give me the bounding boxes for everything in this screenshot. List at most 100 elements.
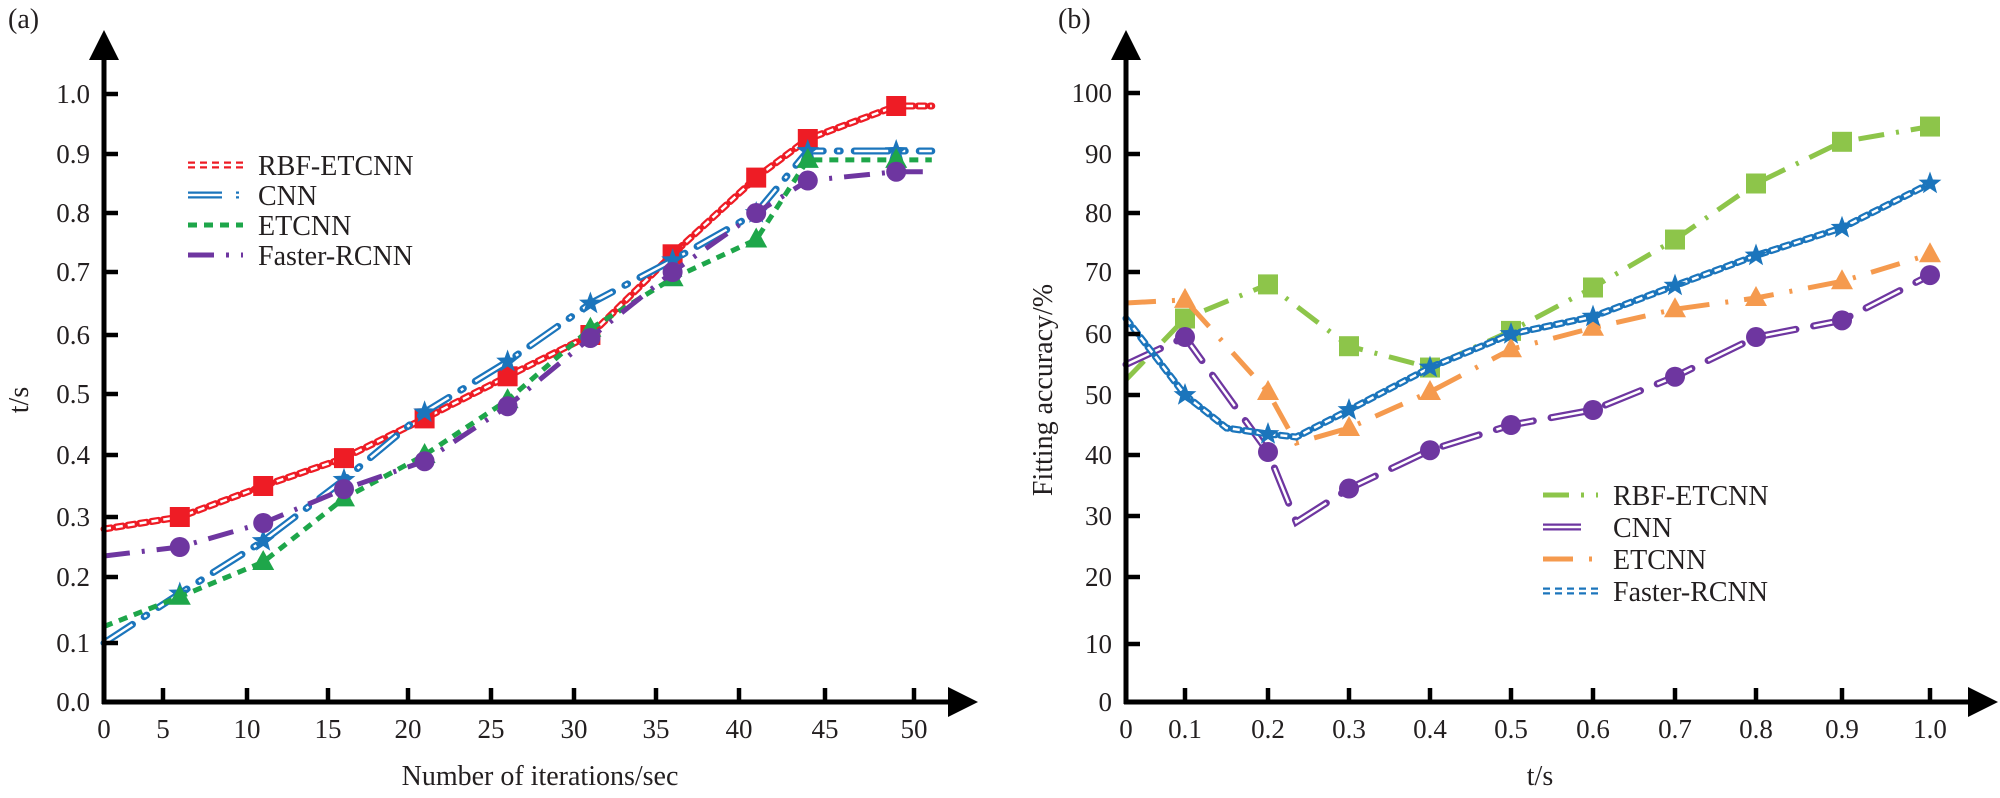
data-point-cnn	[1665, 366, 1685, 387]
legend-label: RBF-ETCNN	[258, 151, 414, 182]
panel-b: (b) 0 10 20 30 40 50 60 70 80 90 100 0 0.1 0.2 0.3 0.4…	[1028, 4, 1998, 792]
data-point-etcnn	[1338, 416, 1360, 436]
series-etcnn	[103, 147, 932, 629]
y-tick-label: 0.2	[56, 562, 90, 592]
series-line-rbf-etcnn	[100, 102, 936, 533]
panel-b-y-axis-title: Fitting accuracy/%	[1028, 284, 1059, 496]
data-point-faster-rcnn	[1418, 355, 1442, 378]
series-line-rbf-etcnn	[1124, 124, 1931, 382]
legend-item-etcnn: ETCNN	[188, 211, 351, 242]
y-tick-label: 0.3	[56, 502, 90, 532]
data-point-rbf-etcnn	[1665, 229, 1685, 250]
data-point-rbf-etcnn	[169, 507, 190, 527]
data-point-faster-rcnn	[1337, 398, 1361, 420]
data-point-faster-rcnn	[253, 513, 274, 533]
panel-b-y-ticks: 0 10 20 30 40 50 60 70 80 90 100	[1072, 78, 1140, 717]
y-tick-label: 40	[1085, 440, 1112, 470]
series-cnn	[1122, 265, 1940, 528]
y-tick-label: 0.6	[56, 320, 90, 350]
panel-b-series	[1122, 116, 1942, 528]
data-point-cnn	[1339, 478, 1359, 499]
data-point-faster-rcnn	[1581, 304, 1605, 327]
series-cnn	[100, 139, 936, 647]
data-point-cnn	[1832, 310, 1852, 331]
y-tick-label: 0.8	[56, 198, 90, 228]
data-point-cnn	[1501, 415, 1521, 435]
panel-a-series	[100, 96, 936, 647]
data-point-etcnn	[1500, 337, 1522, 358]
y-tick-label: 90	[1085, 139, 1112, 169]
x-tick-label: 40	[726, 714, 753, 744]
panel-b-label: (b)	[1058, 4, 1091, 35]
data-point-cnn	[496, 349, 519, 372]
legend-item-rbf-etcnn: RBF-ETCNN	[1543, 481, 1769, 512]
data-point-faster-rcnn	[1830, 215, 1854, 238]
x-tick-label: 15	[315, 714, 342, 744]
series-etcnn	[1125, 242, 1941, 446]
data-point-cnn	[1175, 327, 1195, 348]
y-tick-label: 1.0	[56, 79, 90, 109]
series-line-etcnn	[103, 157, 932, 629]
data-point-faster-rcnn	[1918, 171, 1942, 194]
panel-a-x-axis-arrow	[948, 687, 978, 717]
data-point-rbf-etcnn	[1832, 131, 1852, 152]
data-point-etcnn	[1174, 287, 1196, 308]
x-tick-label: 0.1	[1168, 714, 1202, 744]
legend-label: ETCNN	[1613, 545, 1706, 576]
series-line-faster-rcnn	[103, 169, 932, 559]
data-point-faster-rcnn	[1499, 322, 1523, 344]
data-point-etcnn	[1831, 269, 1853, 290]
data-point-faster-rcnn	[334, 479, 354, 500]
data-point-faster-rcnn	[1663, 273, 1687, 296]
legend-label: Faster-RCNN	[1613, 577, 1768, 608]
x-tick-label: 0.2	[1251, 714, 1285, 744]
panel-a-y-axis-arrow	[89, 30, 119, 60]
data-point-rbf-etcnn	[334, 448, 354, 469]
data-point-cnn	[579, 291, 602, 314]
legend-item-faster-rcnn: Faster-RCNN	[188, 241, 413, 272]
y-tick-label: 70	[1085, 257, 1112, 287]
legend-item-faster-rcnn: Faster-RCNN	[1543, 577, 1768, 608]
series-line-cnn-inner	[1125, 273, 1931, 524]
series-faster-rcnn	[1122, 171, 1942, 444]
x-tick-label: 0.4	[1413, 714, 1447, 744]
panel-a-x-axis-title: Number of iterations/sec	[402, 761, 679, 792]
x-tick-label: 45	[812, 714, 839, 744]
series-faster-rcnn	[103, 161, 932, 559]
y-tick-label: 0.4	[56, 440, 90, 470]
legend-item-rbf-etcnn: RBF-ETCNN	[188, 151, 414, 182]
data-point-etcnn	[1257, 379, 1279, 400]
data-point-faster-rcnn	[746, 203, 767, 223]
data-point-etcnn	[1664, 297, 1686, 318]
panel-b-y-axis-arrow	[1111, 30, 1141, 60]
legend-label: RBF-ETCNN	[1613, 481, 1769, 512]
data-point-cnn	[1258, 442, 1278, 462]
y-tick-label: 0.9	[56, 139, 90, 169]
x-tick-label: 35	[643, 714, 670, 744]
series-line-rbf-etcnn-inner	[103, 104, 932, 531]
x-tick-label: 30	[561, 714, 588, 744]
data-point-rbf-etcnn	[1746, 173, 1766, 194]
x-tick-label: 0.6	[1576, 714, 1610, 744]
data-point-faster-rcnn	[1256, 422, 1280, 444]
y-tick-label: 0.0	[56, 687, 90, 717]
y-tick-label: 50	[1085, 380, 1112, 410]
data-point-rbf-etcnn	[253, 476, 274, 496]
panel-b-x-axis-title: t/s	[1527, 761, 1553, 792]
data-point-etcnn	[1419, 379, 1441, 400]
data-point-rbf-etcnn	[886, 96, 907, 116]
data-point-rbf-etcnn	[1175, 308, 1195, 329]
data-point-rbf-etcnn	[1258, 274, 1278, 295]
data-point-etcnn	[252, 550, 275, 570]
panel-a-x-ticks: 0 5 10 15 20 25 30 35 40 45 50	[97, 688, 928, 744]
data-point-etcnn	[168, 584, 191, 605]
x-tick-label: 0.9	[1825, 714, 1859, 744]
y-tick-label: 10	[1085, 629, 1112, 659]
x-tick-label: 25	[478, 714, 505, 744]
x-tick-label: 10	[234, 714, 261, 744]
x-tick-label: 0.3	[1332, 714, 1366, 744]
series-line-etcnn	[1125, 251, 1931, 446]
data-point-faster-rcnn	[497, 396, 518, 417]
